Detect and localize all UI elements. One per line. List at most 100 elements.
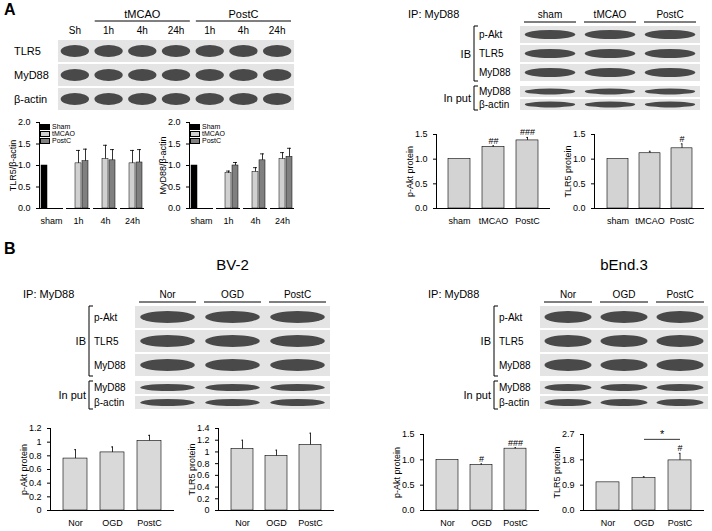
svg-text:2.0: 2.0 [168,117,181,127]
svg-text:TLR5: TLR5 [14,45,41,57]
svg-text:IB: IB [481,335,491,347]
svg-text:4h: 4h [137,25,148,36]
svg-text:PostC: PostC [656,9,683,20]
svg-text:1.5: 1.5 [18,139,31,149]
svg-text:sham: sham [448,216,470,226]
svg-text:4h: 4h [238,25,249,36]
svg-text:24h: 24h [269,25,286,36]
svg-text:1h: 1h [204,25,215,36]
svg-text:4h: 4h [100,216,110,226]
svg-text:1: 1 [36,437,41,447]
svg-text:0.8: 0.8 [29,451,42,461]
svg-text:TLR5/β-actin: TLR5/β-actin [8,140,18,192]
svg-text:MyD88: MyD88 [499,382,531,393]
svg-text:p-Akt: p-Akt [94,312,118,323]
svg-text:β-actin: β-actin [94,397,124,408]
svg-text:4h: 4h [250,216,260,226]
svg-text:B: B [4,240,16,257]
svg-text:PostC: PostC [670,216,695,226]
svg-text:IP: MyD88: IP: MyD88 [23,288,74,300]
svg-text:Nor: Nor [440,518,455,528]
svg-text:TLR5: TLR5 [499,336,524,347]
svg-text:2.7: 2.7 [562,429,575,439]
svg-text:0: 0 [204,505,209,515]
svg-text:0.6: 0.6 [29,464,42,474]
svg-text:Sh: Sh [69,25,81,36]
svg-text:24h: 24h [125,216,140,226]
svg-text:OGD: OGD [102,518,123,528]
svg-text:0.9: 0.9 [562,480,575,490]
svg-text:0.0: 0.0 [573,203,586,213]
svg-text:p-Akt: p-Akt [499,312,523,323]
svg-text:0.4: 0.4 [29,478,42,488]
svg-text:p-Akt protein: p-Akt protein [392,447,402,498]
svg-text:bEnd.3: bEnd.3 [600,256,648,273]
svg-text:TLR5 protein: TLR5 protein [187,443,197,495]
svg-text:sham: sham [40,216,62,226]
svg-text:0.4: 0.4 [197,482,210,492]
svg-text:###: ### [520,127,535,137]
svg-text:MyD88: MyD88 [479,86,511,97]
svg-text:1h: 1h [223,216,233,226]
svg-text:*: * [660,428,665,440]
svg-text:MyD88: MyD88 [94,382,126,393]
svg-text:Nor: Nor [601,518,616,528]
svg-text:##: ## [488,136,498,146]
svg-text:PostC: PostC [137,518,162,528]
svg-text:1.0: 1.0 [573,154,586,164]
svg-text:OGD: OGD [221,289,244,300]
svg-text:tMCAO: tMCAO [479,216,509,226]
svg-text:#: # [677,443,682,453]
svg-text:p-Akt: p-Akt [479,29,503,40]
svg-text:PostC: PostC [666,289,693,300]
svg-text:1.0: 1.0 [18,160,31,170]
svg-text:1.5: 1.5 [415,129,428,139]
svg-text:A: A [4,1,16,18]
svg-text:0.5: 0.5 [402,480,415,490]
svg-text:IB: IB [461,48,471,60]
svg-text:1.4: 1.4 [197,423,210,433]
svg-text:0.5: 0.5 [415,179,428,189]
svg-text:1: 1 [204,447,209,457]
svg-text:TLR5: TLR5 [479,48,504,59]
svg-text:sham: sham [190,216,212,226]
svg-text:In put: In put [463,389,491,401]
svg-text:In put: In put [443,92,471,104]
svg-text:In put: In put [58,389,86,401]
svg-text:TLR5 protein: TLR5 protein [552,446,562,498]
svg-text:1h: 1h [103,25,114,36]
svg-text:###: ### [508,438,523,448]
svg-text:PostC: PostC [503,518,528,528]
svg-text:0.8: 0.8 [197,459,210,469]
svg-text:#: # [679,134,684,144]
svg-text:Nor: Nor [159,289,176,300]
svg-text:OGD: OGD [266,518,287,528]
svg-text:tMCAO: tMCAO [635,216,665,226]
svg-text:TLR5 protein: TLR5 protein [563,145,573,197]
svg-text:1.5: 1.5 [402,429,415,439]
svg-text:1.5: 1.5 [573,129,586,139]
svg-text:0.2: 0.2 [197,494,210,504]
svg-text:#: # [479,454,484,464]
svg-text:1h: 1h [73,216,83,226]
svg-text:0.5: 0.5 [18,182,31,192]
svg-text:tMCAO: tMCAO [594,9,627,20]
svg-text:1.2: 1.2 [197,435,210,445]
svg-text:0.2: 0.2 [29,492,42,502]
svg-text:IP: MyD88: IP: MyD88 [428,288,479,300]
svg-text:MyD88: MyD88 [499,360,531,371]
svg-text:0.0: 0.0 [402,505,415,515]
svg-text:1.8: 1.8 [562,455,575,465]
svg-text:MyD88: MyD88 [479,67,511,78]
svg-text:1.0: 1.0 [402,455,415,465]
svg-text:sham: sham [538,9,562,20]
svg-text:OGD: OGD [471,518,492,528]
svg-text:p-Akt protein: p-Akt protein [405,146,415,197]
svg-text:tMCAO: tMCAO [124,8,161,20]
svg-text:Nor: Nor [560,289,577,300]
svg-text:Nor: Nor [235,518,250,528]
svg-text:0: 0 [36,505,41,515]
svg-text:OGD: OGD [613,289,636,300]
svg-text:PostC: PostC [298,518,323,528]
svg-text:2.0: 2.0 [18,117,31,127]
